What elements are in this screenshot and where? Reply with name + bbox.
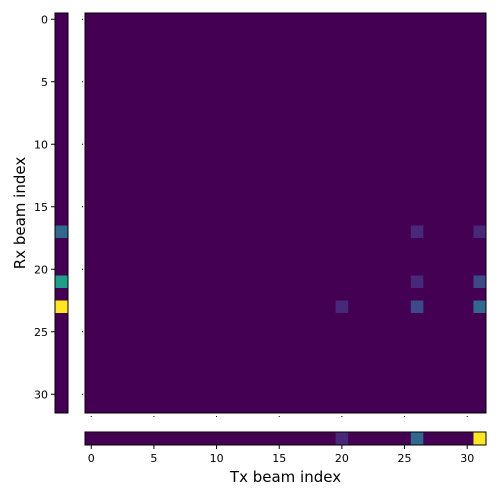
x-tick-label: 10 [210,452,224,465]
y-tick-label: 20 [34,263,48,276]
heatmap-cell [473,225,486,238]
y-tick-label: 0 [41,13,48,26]
heatmap-cell [335,225,349,238]
tx-strip-cell [335,432,349,445]
tx-strip-cell [473,432,486,445]
x-tick-label: 25 [398,452,412,465]
rx-strip-frame [54,12,69,414]
y-tick-label: 25 [34,326,48,339]
main-heatmap-frame [84,12,487,414]
tx-strip-frame [84,431,487,446]
rx-strip-background [55,13,68,413]
rx-strip-cell [55,225,68,238]
tx-strip-background [85,432,486,445]
y-tick-label: 15 [34,201,48,214]
heatmap-cell [335,275,349,288]
tx-marginal-strip [84,431,487,446]
tx-strip-cell [410,432,424,445]
y-tick-label: 5 [41,76,48,89]
x-tick-label: 5 [150,452,157,465]
rx-strip-cell [55,300,68,313]
heatmap-cell [410,275,424,288]
x-tick-label: 30 [460,452,474,465]
heatmap-cell [410,300,424,313]
main-heatmap [84,12,487,414]
heatmap-cell [473,300,486,313]
y-axis-ticks: 0 5 10 15 20 25 30 [34,13,83,401]
y-tick-label: 30 [34,388,48,401]
x-tick-label: 15 [272,452,286,465]
heatmap-cell [410,225,424,238]
x-axis-label: Tx beam index [229,468,341,486]
rx-marginal-strip [54,12,69,414]
x-tick-label: 20 [335,452,349,465]
heatmap-cell [335,300,349,313]
main-heatmap-background [85,13,486,413]
heatmap-cell [473,275,486,288]
y-axis-label: Rx beam index [11,157,29,270]
y-tick-label: 10 [34,138,48,151]
rx-strip-cell [55,275,68,288]
x-axis-ticks: 0 5 10 15 20 25 30 [88,416,474,465]
x-tick-label: 0 [88,452,95,465]
